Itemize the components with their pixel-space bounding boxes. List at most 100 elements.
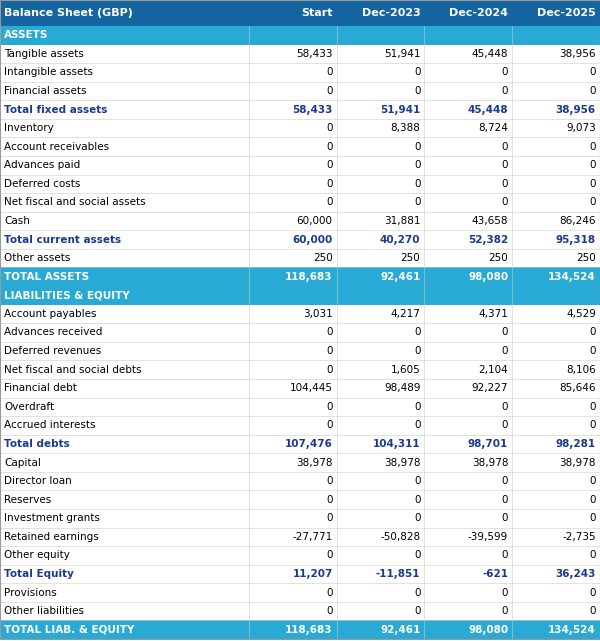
Text: 0: 0	[589, 606, 596, 616]
Text: 0: 0	[414, 179, 421, 189]
Text: 0: 0	[326, 123, 333, 133]
Text: 0: 0	[326, 551, 333, 560]
Text: 0: 0	[326, 402, 333, 412]
Bar	[0, 565, 600, 583]
Text: 98,701: 98,701	[468, 439, 508, 449]
Text: 0: 0	[414, 606, 421, 616]
Bar	[0, 249, 600, 267]
Text: 0: 0	[414, 495, 421, 504]
Bar	[0, 360, 600, 379]
Text: Total Equity: Total Equity	[4, 569, 74, 579]
Bar	[0, 435, 600, 453]
Text: 2,104: 2,104	[478, 365, 508, 374]
Bar	[0, 453, 600, 472]
Text: 0: 0	[589, 551, 596, 560]
Bar	[0, 620, 600, 639]
Text: Investment grants: Investment grants	[4, 513, 100, 523]
Bar	[0, 528, 600, 546]
Text: 8,724: 8,724	[478, 123, 508, 133]
Text: Deferred revenues: Deferred revenues	[4, 346, 101, 356]
Text: -39,599: -39,599	[468, 532, 508, 542]
Text: 0: 0	[326, 606, 333, 616]
Text: Net fiscal and social debts: Net fiscal and social debts	[4, 365, 142, 374]
Text: 51,941: 51,941	[384, 49, 421, 59]
Text: 86,246: 86,246	[559, 216, 596, 226]
Text: 0: 0	[502, 420, 508, 430]
Text: 92,461: 92,461	[380, 272, 421, 282]
Bar	[0, 119, 600, 137]
Text: Other assets: Other assets	[4, 253, 70, 263]
Text: 36,243: 36,243	[556, 569, 596, 579]
Text: 0: 0	[326, 365, 333, 374]
Text: Net fiscal and social assets: Net fiscal and social assets	[4, 197, 146, 208]
Text: 0: 0	[589, 588, 596, 597]
Text: 92,461: 92,461	[380, 625, 421, 635]
Bar	[0, 137, 600, 156]
Text: 104,311: 104,311	[373, 439, 421, 449]
Text: -2,735: -2,735	[562, 532, 596, 542]
Text: Start: Start	[301, 8, 333, 18]
Text: Advances received: Advances received	[4, 328, 103, 338]
Text: Other liabilities: Other liabilities	[4, 606, 84, 616]
Text: 38,956: 38,956	[559, 49, 596, 59]
Text: LIABILITIES & EQUITY: LIABILITIES & EQUITY	[4, 290, 130, 301]
Bar	[0, 81, 600, 100]
Text: 250: 250	[401, 253, 421, 263]
Text: 38,978: 38,978	[472, 458, 508, 467]
Text: 0: 0	[502, 142, 508, 152]
Text: Financial assets: Financial assets	[4, 86, 86, 96]
Bar	[0, 546, 600, 565]
Text: 0: 0	[326, 476, 333, 486]
Text: 60,000: 60,000	[292, 235, 333, 245]
Text: 0: 0	[414, 67, 421, 78]
Text: 0: 0	[502, 606, 508, 616]
Text: 0: 0	[326, 588, 333, 597]
Bar	[0, 509, 600, 528]
Text: 0: 0	[589, 160, 596, 171]
Text: 0: 0	[589, 495, 596, 504]
Text: Dec-2024: Dec-2024	[449, 8, 508, 18]
Text: 0: 0	[414, 142, 421, 152]
Text: 0: 0	[589, 142, 596, 152]
Text: 0: 0	[414, 328, 421, 338]
Text: Reserves: Reserves	[4, 495, 51, 504]
Text: 38,978: 38,978	[384, 458, 421, 467]
Text: 0: 0	[414, 402, 421, 412]
Text: Inventory: Inventory	[4, 123, 54, 133]
Bar	[0, 174, 600, 193]
Text: 0: 0	[589, 86, 596, 96]
Text: 98,281: 98,281	[556, 439, 596, 449]
Text: 0: 0	[326, 420, 333, 430]
Text: 58,433: 58,433	[296, 49, 333, 59]
Text: 95,318: 95,318	[556, 235, 596, 245]
Text: 98,489: 98,489	[384, 383, 421, 393]
Bar	[0, 342, 600, 360]
Text: 45,448: 45,448	[467, 104, 508, 115]
Bar	[0, 379, 600, 397]
Text: Dec-2025: Dec-2025	[537, 8, 596, 18]
Bar	[0, 100, 600, 119]
Text: Capital: Capital	[4, 458, 41, 467]
Text: Account receivables: Account receivables	[4, 142, 109, 152]
Text: Overdraft: Overdraft	[4, 402, 54, 412]
Text: 118,683: 118,683	[285, 272, 333, 282]
Text: Deferred costs: Deferred costs	[4, 179, 80, 189]
Text: 0: 0	[589, 476, 596, 486]
Bar	[0, 286, 600, 304]
Text: 134,524: 134,524	[548, 625, 596, 635]
Bar	[0, 230, 600, 249]
Text: Dec-2023: Dec-2023	[362, 8, 421, 18]
Text: 0: 0	[502, 476, 508, 486]
Text: 0: 0	[414, 513, 421, 523]
Text: 0: 0	[326, 86, 333, 96]
Text: 8,106: 8,106	[566, 365, 596, 374]
Text: 1,605: 1,605	[391, 365, 421, 374]
Text: 51,941: 51,941	[380, 104, 421, 115]
Text: 92,227: 92,227	[472, 383, 508, 393]
Text: Cash: Cash	[4, 216, 30, 226]
Text: 134,524: 134,524	[548, 272, 596, 282]
Text: 0: 0	[414, 160, 421, 171]
Text: 0: 0	[502, 197, 508, 208]
Text: Intangible assets: Intangible assets	[4, 67, 93, 78]
Text: -50,828: -50,828	[380, 532, 421, 542]
